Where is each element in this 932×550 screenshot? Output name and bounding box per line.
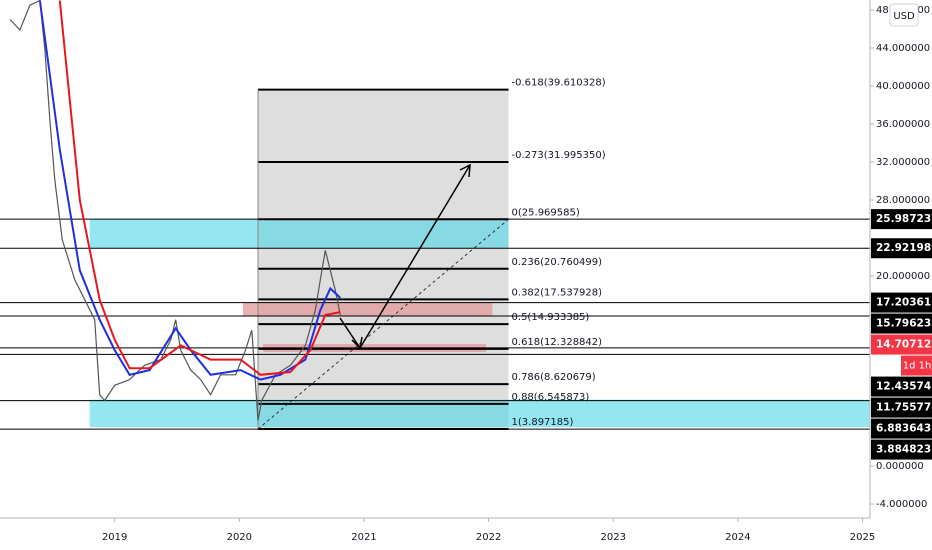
y-tick-label: 0.000000 [876, 461, 924, 472]
countdown-label: 1d 1h [903, 361, 932, 372]
price-line [9, 0, 341, 421]
fib-label: 0.618(12.328842) [512, 337, 603, 348]
x-tick-label: 2019 [102, 532, 127, 543]
arrow-head [459, 163, 471, 178]
price-tag [871, 439, 932, 460]
price-tag-label: 11.755778 [876, 402, 932, 414]
x-tick-label: 2022 [476, 532, 501, 543]
x-tick-label: 2020 [227, 532, 252, 543]
price-tag [871, 376, 932, 397]
fib-label: 0.786(8.620679) [512, 372, 596, 383]
countdown-tag [901, 355, 932, 376]
y-tick-label: 32.000000 [876, 157, 930, 168]
moving-average [58, 0, 341, 376]
fib-trend [257, 218, 509, 430]
price-tag [871, 397, 932, 418]
price-tag-label: 14.707122 [876, 339, 932, 351]
fib-label: 1(3.897185) [512, 417, 574, 428]
fib-label: -0.618(39.610328) [512, 78, 606, 89]
x-tick-label: 2023 [601, 532, 626, 543]
price-tag-label: 6.883643 [876, 423, 931, 435]
zone [89, 219, 509, 249]
y-tick-label: 40.000000 [876, 81, 930, 92]
arrow-head [351, 336, 363, 350]
zone [243, 302, 493, 316]
y-tick-label: 20.000000 [876, 271, 930, 282]
currency-button[interactable] [889, 3, 919, 27]
x-tick-label: 2025 [850, 532, 875, 543]
fib-label: 0.5(14.933385) [512, 312, 590, 323]
fib-label: -0.273(31.995350) [512, 150, 606, 161]
price-tag [871, 334, 932, 355]
plot-area: -0.618(39.610328) -0.273(31.995350) 0(25.9… [0, 0, 870, 431]
fib-label: 0.88(6.545873) [512, 392, 590, 403]
price-tag [871, 418, 932, 439]
fib-label: 0(25.969585) [512, 207, 580, 218]
y-tick-label: -4.000000 [876, 499, 927, 510]
y-tick-label: 28.000000 [876, 195, 930, 206]
currency-label: USD [893, 11, 915, 22]
x-tick-label: 2024 [725, 532, 750, 543]
price-tag-label: 15.796238 [876, 318, 932, 330]
fib-label: 0.382(17.537928) [512, 287, 603, 298]
fib-background [258, 89, 509, 430]
fib-label: 0.236(20.760499) [512, 257, 603, 268]
price-tag [871, 238, 932, 259]
price-tag-label: 25.987237 [876, 213, 932, 225]
price-tag [871, 292, 932, 313]
price-tag [871, 209, 932, 230]
x-tick-label: 2021 [351, 532, 376, 543]
y-tick-label: 44.000000 [876, 43, 930, 54]
price-tag-label: 3.884823 [876, 444, 931, 456]
price-tag-label: 22.921989 [876, 242, 932, 254]
price-tag [871, 313, 932, 334]
y-tick-label: 36.000000 [876, 119, 930, 130]
